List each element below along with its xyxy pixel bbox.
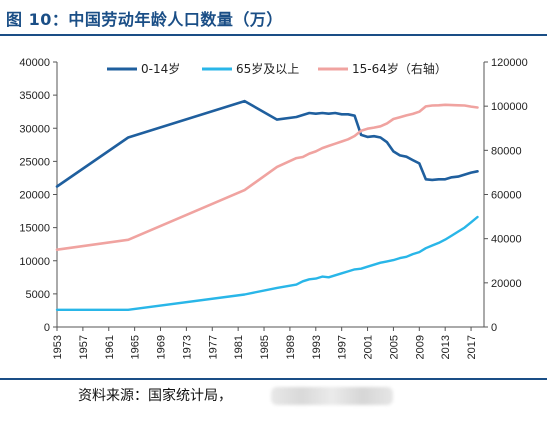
y-right-tick-label: 0	[491, 322, 497, 334]
x-tick-label: 2017	[466, 335, 478, 359]
y-left-tick-label: 10000	[19, 256, 50, 268]
series-line-2	[55, 103, 479, 251]
x-tick-label: 1957	[78, 335, 90, 359]
x-tick-label: 1961	[104, 335, 116, 359]
legend-label-2: 15-64岁（右轴）	[352, 61, 447, 76]
y-right-tick-label: 80000	[491, 145, 522, 157]
y-left-tick-label: 40000	[19, 57, 50, 69]
y-right-tick-label: 20000	[491, 278, 522, 290]
y-right-tick-label: 120000	[491, 57, 528, 69]
title-rule	[0, 34, 547, 36]
x-tick-label: 1981	[233, 335, 245, 359]
y-left-tick-label: 35000	[19, 90, 50, 102]
x-tick-label: 2009	[414, 335, 426, 359]
x-tick-label: 1989	[285, 335, 297, 359]
y-right-tick-label: 100000	[491, 101, 528, 113]
y-right-tick-label: 40000	[491, 234, 522, 246]
line-chart: 0 5000 10000 15000 20000 25000 30000 35000 40000…	[19, 57, 528, 359]
x-tick-label: 1953	[52, 335, 64, 359]
y-left-tick-label: 20000	[19, 190, 50, 202]
y-left-tick-label: 30000	[19, 123, 50, 135]
figure-title: 图 10：中国劳动年龄人口数量（万）	[6, 10, 283, 29]
source-note: 资料来源：国家统计局，	[78, 388, 232, 404]
x-tick-label: 2005	[388, 335, 400, 359]
source-rule	[0, 378, 547, 380]
y-left-tick-label: 15000	[19, 223, 50, 235]
y-left-tick-label: 0	[44, 322, 50, 334]
redacted-source	[271, 387, 393, 405]
x-tick-label: 1993	[311, 335, 323, 359]
x-tick-label: 1977	[207, 335, 219, 359]
y-left-tick-label: 5000	[26, 289, 50, 301]
x-tick-label: 1985	[259, 335, 271, 359]
x-tick-label: 1973	[181, 335, 193, 359]
y-left-tick-label: 25000	[19, 156, 50, 168]
x-tick-label: 2001	[363, 335, 375, 359]
legend-label-0: 0-14岁	[141, 61, 180, 76]
x-tick-label: 1997	[337, 335, 349, 359]
legend-label-1: 65岁及以上	[236, 61, 299, 76]
x-tick-label: 1965	[130, 335, 142, 359]
x-tick-label: 1969	[156, 335, 168, 359]
x-tick-label: 2013	[440, 335, 452, 359]
series-line-0	[55, 99, 479, 188]
y-right-tick-label: 60000	[491, 190, 522, 202]
series-line-1	[55, 215, 479, 311]
